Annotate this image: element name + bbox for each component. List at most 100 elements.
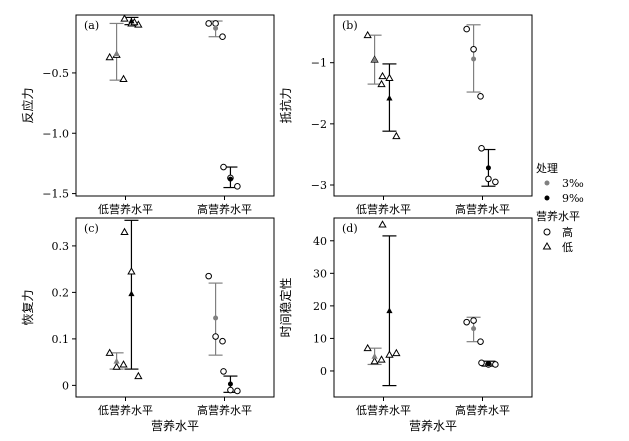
data-point-circle (478, 145, 485, 152)
data-point-circle (234, 183, 241, 190)
mean-point (113, 357, 120, 364)
y-tick-label: −3 (311, 179, 327, 192)
mean-point (213, 25, 219, 31)
data-point-triangle (112, 362, 121, 370)
data-point-triangle (377, 355, 386, 363)
x-tick-label: 低营养水平 (356, 403, 411, 417)
series-1-3permille (463, 316, 484, 345)
data-point-circle (463, 318, 470, 326)
x-axis-label: 营养水平 (151, 418, 199, 433)
data-point-circle (227, 386, 234, 394)
data-point-triangle (134, 371, 143, 380)
data-point-triangle (120, 227, 129, 235)
x-axis-label: 营养水平 (409, 418, 457, 433)
y-tick-label: −1 (311, 57, 327, 70)
panel-a: (a) −1.5 −1.0 −0.5 低营养水平 高营养水平 反应力 (20, 14, 275, 216)
mean-point (227, 176, 233, 182)
y-tick-label: 0 (62, 379, 69, 392)
data-point-circle (470, 317, 477, 324)
series-0-9permille (378, 220, 401, 387)
series-1-9permille (220, 163, 241, 190)
x-tick-label: 高营养水平 (197, 202, 252, 216)
panel-label: (b) (342, 19, 358, 32)
mean-point (128, 290, 135, 297)
panel-label: (c) (84, 222, 99, 235)
data-point-circle (212, 333, 219, 340)
data-point-circle (492, 361, 499, 368)
series-0-9permille (120, 219, 143, 380)
data-point-triangle (378, 71, 387, 80)
y-tick-label: 30 (313, 267, 327, 280)
panel-label: (a) (84, 19, 99, 32)
data-point-triangle (385, 350, 394, 358)
mean-point (471, 56, 477, 62)
x-tick-label: 高营养水平 (455, 202, 510, 216)
data-point-triangle (363, 343, 372, 352)
series-0-3permille (363, 30, 386, 88)
x-tick-label: 低营养水平 (356, 202, 411, 216)
mean-point (485, 165, 491, 171)
series-1-3permille (205, 272, 226, 356)
y-axis-label: 反应力 (20, 87, 35, 123)
series-1-3permille (205, 20, 226, 41)
mean-point (386, 94, 393, 101)
legend-marker-3permille (544, 180, 550, 186)
data-point-triangle (385, 73, 394, 81)
series-1-9permille (478, 145, 499, 187)
data-point-triangle (105, 348, 114, 356)
data-point-triangle (119, 360, 128, 368)
mean-point (371, 353, 378, 359)
y-tick-label: 0.3 (52, 240, 70, 253)
series-1-3permille (463, 24, 484, 100)
y-tick-label: −0.5 (42, 67, 69, 80)
y-tick-label: 0 (320, 365, 327, 378)
data-point-circle (219, 33, 226, 41)
data-point-triangle (105, 52, 114, 61)
series-1-9permille (220, 368, 241, 395)
y-axis-label: 恢复力 (21, 289, 35, 325)
data-point-circle (463, 25, 470, 33)
data-point-triangle (363, 30, 372, 39)
y-axis-label: 抵抗力 (278, 87, 293, 123)
data-point-triangle (392, 131, 401, 140)
series-0-3permille (105, 348, 128, 370)
panel-b: (b) −3 −2 −1 低营养水平 高营养水平 抵抗力 (278, 14, 533, 216)
plot-frame (75, 217, 275, 398)
data-point-circle (205, 20, 212, 27)
y-tick-label: 20 (313, 300, 327, 313)
y-tick-label: −2 (311, 118, 327, 131)
mean-point (485, 361, 491, 367)
y-axis-label: 时间稳定性 (278, 277, 293, 337)
x-tick-label: 高营养水平 (197, 403, 252, 417)
series-0-9permille (120, 14, 143, 28)
series-0-9permille (378, 63, 401, 140)
legend-marker-low-triangle-icon (542, 242, 552, 250)
mean-point (213, 315, 219, 321)
data-point-circle (212, 20, 219, 27)
data-point-circle (477, 93, 484, 100)
data-point-triangle (392, 348, 401, 357)
plot-frame (333, 217, 533, 398)
mean-point (113, 50, 120, 57)
x-tick-label: 低营养水平 (98, 403, 153, 417)
legend-title-treatment: 处理 (536, 162, 558, 175)
y-tick-label: 0.1 (52, 333, 70, 346)
legend-label-high: 高 (562, 225, 573, 239)
data-point-circle (470, 45, 477, 53)
y-tick-label: 10 (313, 332, 327, 345)
mean-point (471, 326, 477, 332)
panel-label: (d) (342, 222, 358, 235)
y-tick-label: 0.2 (52, 286, 70, 299)
data-point-circle (234, 387, 241, 395)
data-point-circle (220, 368, 227, 375)
data-point-circle (477, 338, 484, 345)
mean-point (227, 381, 233, 387)
x-tick-label: 低营养水平 (98, 202, 153, 216)
legend-marker-9permille (544, 195, 550, 201)
y-tick-label: 40 (313, 235, 327, 248)
y-tick-label: −1.5 (42, 188, 69, 201)
